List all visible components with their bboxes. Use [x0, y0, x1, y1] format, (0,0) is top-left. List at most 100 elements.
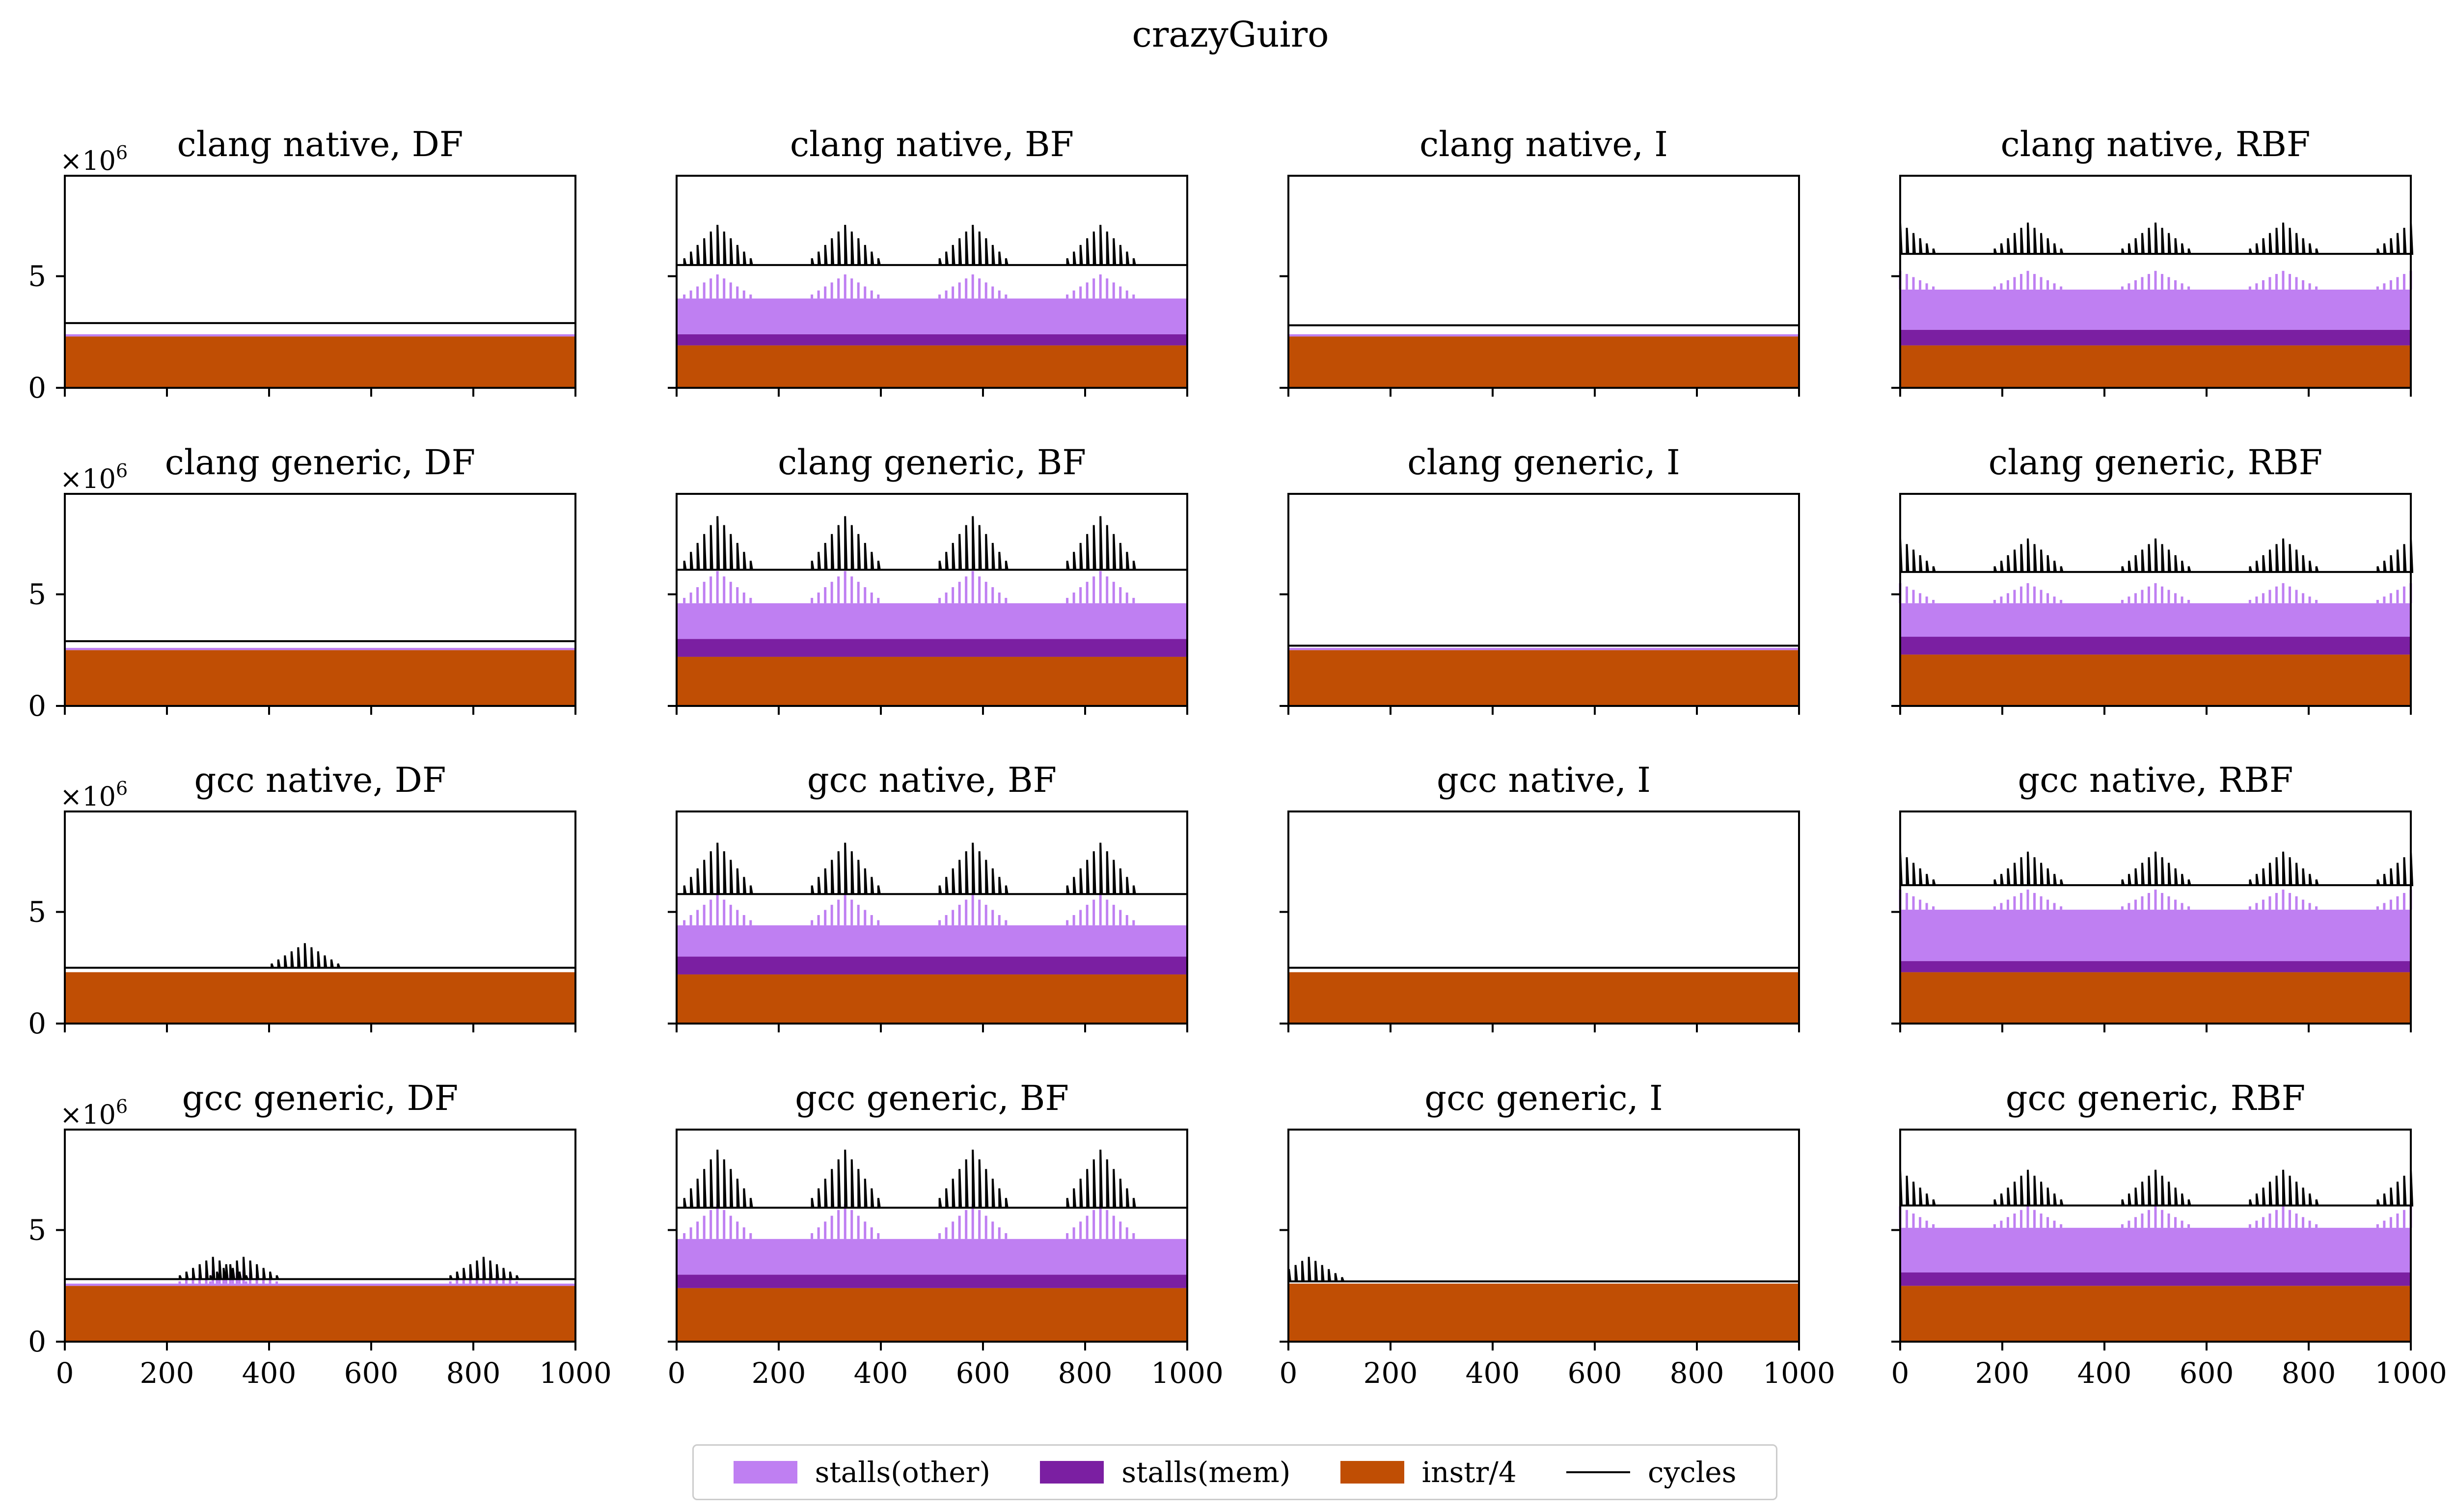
cycles-line: [677, 1149, 1187, 1209]
subplot-title: gcc generic, DF: [182, 1078, 458, 1118]
area-instr--: [677, 974, 1187, 1024]
legend-swatch-instr: [1340, 1461, 1404, 1484]
area-stalls-other-: [65, 334, 575, 337]
area-instr--: [65, 1286, 575, 1342]
axes-frame: [1899, 493, 2412, 707]
subplot-11: gcc native, RBF: [1891, 760, 2414, 1032]
area-stalls-mem-: [1900, 1272, 2411, 1286]
axes-frame: [1287, 1129, 1800, 1343]
cycles-line: [65, 1257, 575, 1280]
area-instr--: [65, 336, 575, 388]
y-tick-label: 5: [28, 895, 46, 929]
subplot-5: clang generic, BF: [668, 442, 1188, 715]
y-exponent-power: 6: [116, 142, 128, 163]
x-tick-label: 600: [956, 1356, 1010, 1390]
axes-frame: [676, 175, 1188, 389]
y-tick-label: 0: [28, 371, 46, 405]
y-exponent-power: 6: [116, 1096, 128, 1117]
x-tick-label: 400: [2077, 1356, 2132, 1390]
area-instr--: [1288, 650, 1799, 706]
y-tick-label: 0: [28, 1007, 46, 1040]
area-stalls-other-: [1900, 910, 2411, 961]
x-tick-label: 0: [668, 1356, 686, 1390]
axes-frame: [64, 493, 576, 707]
x-tick-label: 1000: [539, 1356, 612, 1390]
area-instr--: [677, 345, 1187, 388]
axes-frame: [1899, 810, 2412, 1025]
subplot-title: gcc generic, RBF: [2006, 1078, 2305, 1118]
y-exponent-power: 6: [116, 778, 128, 799]
cycles-line: [1899, 1169, 2414, 1207]
area-instr--: [677, 656, 1187, 706]
cycles-line: [677, 516, 1187, 571]
area-stalls-other-: [1288, 334, 1799, 337]
axes-frame: [64, 810, 576, 1025]
subplot-title: clang native, DF: [177, 124, 464, 164]
x-tick-label: 200: [752, 1356, 806, 1390]
legend-label-stalls-mem: stalls(mem): [1121, 1456, 1291, 1489]
y-exponent-label: ×106: [60, 142, 128, 176]
x-tick-label: 0: [1891, 1356, 1909, 1390]
axes-frame: [676, 493, 1188, 707]
area-stalls-mem-: [677, 956, 1187, 974]
subplot-title: gcc native, I: [1437, 760, 1651, 800]
x-tick-label: 400: [242, 1356, 297, 1390]
subplot-2: clang native, I: [1280, 124, 1800, 397]
x-tick-label: 0: [56, 1356, 74, 1390]
area-stalls-mem-: [677, 1274, 1187, 1288]
area-stalls-other-: [677, 603, 1187, 639]
axes-frame: [64, 1129, 576, 1343]
subplot-title: clang generic, BF: [778, 442, 1086, 483]
x-tick-label: 400: [854, 1356, 908, 1390]
legend-line-cycles: [1566, 1471, 1630, 1473]
x-tick-label: 600: [344, 1356, 399, 1390]
x-tick-label: 1000: [2374, 1356, 2447, 1390]
cycles-line: [1899, 538, 2414, 573]
axes-frame: [1899, 1129, 2412, 1343]
subplot-title: clang native, BF: [790, 124, 1074, 164]
subplot-title: gcc generic, I: [1424, 1078, 1663, 1118]
area-stalls-other-: [677, 925, 1187, 957]
x-tick-label: 800: [2282, 1356, 2336, 1390]
subplot-6: clang generic, I: [1280, 442, 1800, 715]
legend-label-cycles: cycles: [1647, 1456, 1737, 1489]
area-stalls-mem-: [1900, 329, 2411, 346]
y-tick-label: 5: [28, 578, 46, 611]
axes-frame: [64, 175, 576, 389]
area-stalls-other-: [1288, 648, 1799, 650]
area-stalls-other-: [677, 1239, 1187, 1275]
y-tick-label: 0: [28, 1325, 46, 1358]
subplot-title: clang native, RBF: [2001, 124, 2311, 164]
cycles-line: [1899, 222, 2414, 255]
x-tick-label: 800: [1670, 1356, 1724, 1390]
legend-item-instr: instr/4: [1340, 1456, 1517, 1489]
area-instr--: [1288, 972, 1799, 1024]
legend-swatch-stalls-other: [733, 1461, 797, 1484]
area-instr--: [1900, 345, 2411, 388]
subplot-7: clang generic, RBF: [1891, 442, 2414, 715]
subplot-9: gcc native, BF: [668, 760, 1188, 1032]
y-exponent-label: ×106: [60, 778, 128, 812]
x-tick-label: 200: [1975, 1356, 2030, 1390]
axes-frame: [1287, 175, 1800, 389]
area-stalls-mem-: [1900, 637, 2411, 655]
subplot-title: gcc native, BF: [807, 760, 1057, 800]
x-tick-label: 1000: [1151, 1356, 1224, 1390]
legend: stalls(other) stalls(mem) instr/4 cycles: [692, 1444, 1777, 1500]
area-stalls-mem-: [1900, 961, 2411, 972]
legend-label-instr: instr/4: [1421, 1456, 1517, 1489]
x-tick-label: 200: [1364, 1356, 1418, 1390]
cycles-line: [1288, 1257, 1799, 1283]
x-tick-label: 0: [1280, 1356, 1298, 1390]
subplot-title: gcc native, DF: [194, 760, 446, 800]
cycles-line: [65, 943, 575, 969]
cycles-line: [1899, 851, 2414, 887]
subplot-14: gcc generic, I 0 200 400 600 800 1000: [1280, 1078, 1835, 1390]
area-stalls-other-: [1900, 603, 2411, 637]
y-tick-label: 0: [28, 689, 46, 723]
subplot-8: gcc native, DF 0 5 ×106: [28, 760, 576, 1040]
cycles-line: [677, 842, 1187, 895]
axes-frame: [676, 1129, 1188, 1343]
legend-label-stalls-other: stalls(other): [815, 1456, 991, 1489]
area-stalls-mem-: [677, 639, 1187, 657]
